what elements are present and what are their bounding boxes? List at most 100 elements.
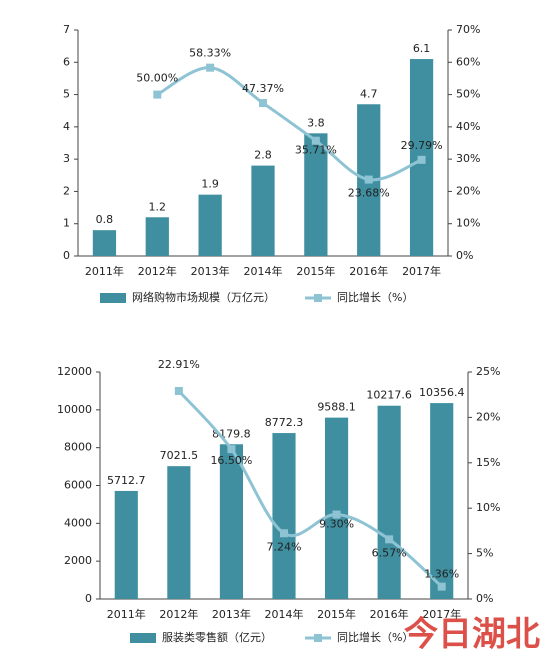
growth-value-label: 29.79% xyxy=(401,139,443,152)
growth-value-label: 47.37% xyxy=(242,82,284,95)
y2-tick-label: 20% xyxy=(456,184,480,197)
y-tick-label: 12000 xyxy=(57,365,92,378)
y2-tick-label: 70% xyxy=(456,23,480,36)
y2-tick-label: 25% xyxy=(476,365,500,378)
growth-marker xyxy=(259,99,267,108)
growth-marker xyxy=(437,582,446,591)
y-tick-label: 5 xyxy=(63,88,70,101)
y2-tick-label: 10% xyxy=(456,217,480,230)
y-tick-label: 10000 xyxy=(57,403,92,416)
bar-value-label: 0.8 xyxy=(96,213,114,226)
growth-value-label: 22.91% xyxy=(158,358,200,371)
bar-value-label: 5712.7 xyxy=(107,474,146,487)
growth-marker xyxy=(332,510,341,519)
growth-line xyxy=(156,66,423,182)
x-tick-label: 2014年 xyxy=(244,264,283,278)
growth-value-label: 35.71% xyxy=(295,144,337,157)
growth-value-label: 6.57% xyxy=(372,546,407,559)
growth-value-label: 7.24% xyxy=(267,540,302,553)
growth-marker xyxy=(206,63,215,72)
bar-value-label: 1.2 xyxy=(149,200,167,213)
bar-value-label: 2.8 xyxy=(254,149,272,162)
growth-value-label: 50.00% xyxy=(136,72,178,85)
y2-tick-label: 40% xyxy=(456,120,480,133)
x-tick-label: 2013年 xyxy=(191,264,230,278)
y-tick-label: 7 xyxy=(63,23,70,36)
y2-tick-label: 5% xyxy=(476,547,493,560)
growth-marker xyxy=(417,155,426,164)
x-tick-label: 2011年 xyxy=(107,607,146,621)
bar xyxy=(251,165,275,256)
y2-tick-label: 50% xyxy=(456,88,480,101)
growth-value-label: 16.50% xyxy=(210,454,252,467)
growth-value-label: 9.30% xyxy=(319,518,354,531)
growth-value-label: 58.33% xyxy=(189,47,231,60)
bar-value-label: 6.1 xyxy=(413,42,431,55)
y2-tick-label: 10% xyxy=(476,501,500,514)
y2-tick-label: 60% xyxy=(456,55,480,68)
y-tick-label: 4000 xyxy=(64,516,92,529)
x-tick-label: 2014年 xyxy=(265,607,304,621)
y2-tick-label: 30% xyxy=(456,152,480,165)
watermark: 今日湖北 xyxy=(404,615,540,655)
bar xyxy=(272,433,296,599)
x-tick-label: 2013年 xyxy=(212,607,251,621)
bar xyxy=(167,466,191,599)
growth-marker xyxy=(280,529,288,538)
y-tick-label: 2000 xyxy=(64,554,92,567)
y-tick-label: 8000 xyxy=(64,441,92,454)
legend-label: 网络购物市场规模（万亿元） xyxy=(132,290,275,304)
legend-label: 服装类零售额（亿元） xyxy=(162,630,272,644)
growth-marker xyxy=(153,90,162,99)
bar-value-label: 4.7 xyxy=(360,87,378,100)
x-tick-label: 2017年 xyxy=(422,607,461,621)
bar-value-label: 10217.6 xyxy=(366,389,412,402)
bar xyxy=(304,133,328,256)
bar xyxy=(325,417,349,599)
bar-value-label: 8772.3 xyxy=(265,416,304,429)
y2-tick-label: 20% xyxy=(476,410,500,423)
legend-label: 同比增长（%） xyxy=(337,290,413,304)
bar-value-label: 10356.4 xyxy=(419,386,465,399)
legend-swatch xyxy=(100,293,126,303)
x-tick-label: 2012年 xyxy=(138,264,177,278)
growth-marker xyxy=(311,136,320,145)
growth-line xyxy=(177,389,443,588)
bar-value-label: 1.9 xyxy=(201,178,219,191)
bar xyxy=(114,490,138,599)
x-tick-label: 2015年 xyxy=(296,264,335,278)
x-tick-label: 2016年 xyxy=(370,607,409,621)
growth-value-label: 1.36% xyxy=(424,568,459,581)
legend-label: 同比增长（%） xyxy=(337,630,413,644)
bar xyxy=(377,405,401,599)
x-tick-label: 2011年 xyxy=(85,264,124,278)
y2-tick-label: 15% xyxy=(476,456,500,469)
y-tick-label: 6 xyxy=(63,55,70,68)
x-tick-label: 2017年 xyxy=(402,264,441,278)
y-tick-label: 0 xyxy=(85,592,92,605)
bar-value-label: 3.8 xyxy=(307,116,325,129)
legend-swatch xyxy=(314,294,322,302)
bar xyxy=(92,230,117,256)
growth-marker xyxy=(227,445,236,454)
y-tick-label: 1 xyxy=(63,217,70,230)
bar-value-label: 9588.1 xyxy=(317,401,356,414)
y-tick-label: 4 xyxy=(63,120,70,133)
y-tick-label: 3 xyxy=(63,152,70,165)
x-tick-label: 2016年 xyxy=(349,264,388,278)
y-tick-label: 6000 xyxy=(64,479,92,492)
bar xyxy=(198,194,222,256)
bar-value-label: 7021.5 xyxy=(160,449,199,462)
bar xyxy=(145,217,169,256)
y-tick-label: 0 xyxy=(63,249,70,262)
x-tick-label: 2012年 xyxy=(159,607,198,621)
legend-swatch xyxy=(314,634,322,642)
bar xyxy=(430,403,454,599)
growth-marker xyxy=(364,175,373,184)
bar xyxy=(219,444,243,599)
growth-marker xyxy=(385,535,394,544)
growth-value-label: 23.68% xyxy=(348,187,390,200)
y-tick-label: 2 xyxy=(63,184,70,197)
legend-swatch xyxy=(130,633,156,643)
